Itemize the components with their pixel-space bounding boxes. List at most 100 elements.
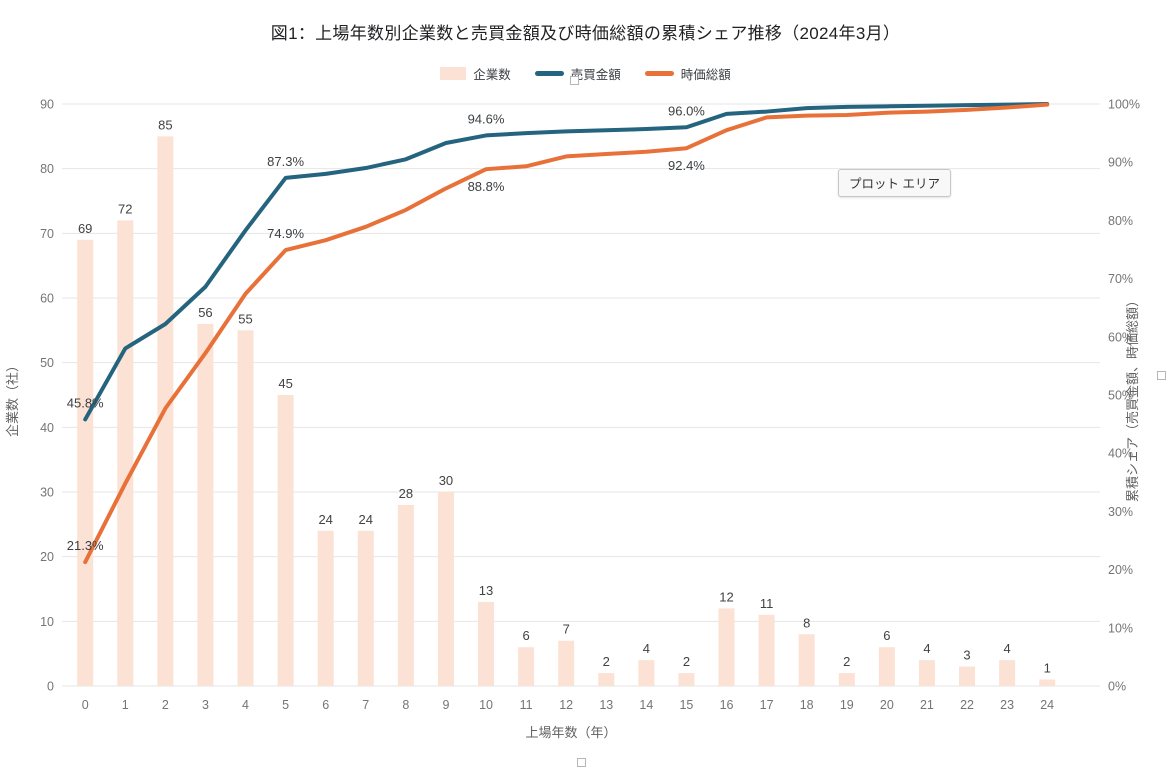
- bar-value-label: 4: [923, 641, 930, 656]
- bar-year-11[interactable]: [518, 647, 535, 686]
- left-axis-tick-label: 0: [47, 680, 54, 694]
- bar-value-label: 6: [883, 628, 890, 643]
- legend-item-売買金額[interactable]: 売買金額: [534, 64, 621, 83]
- x-axis-tick-label: 10: [479, 698, 493, 712]
- bar-value-label: 4: [1003, 641, 1010, 656]
- x-axis-tick-label: 19: [840, 698, 854, 712]
- bar-value-label: 24: [318, 512, 332, 527]
- bar-year-12[interactable]: [558, 640, 575, 686]
- right-axis-title: 累積シェア（売買金額、時価総額）: [1125, 294, 1140, 502]
- bar-year-0[interactable]: [77, 239, 94, 687]
- x-axis-tick-label: 23: [1000, 698, 1014, 712]
- bar-value-label: 72: [118, 201, 132, 216]
- left-axis-tick-label: 60: [40, 292, 54, 306]
- bar-year-20[interactable]: [878, 647, 895, 686]
- right-axis-tick-label: 80%: [1108, 214, 1133, 228]
- x-axis-tick-label: 7: [362, 698, 369, 712]
- bar-year-18[interactable]: [798, 634, 815, 686]
- bar-year-10[interactable]: [478, 601, 495, 686]
- bar-value-label: 7: [563, 622, 570, 637]
- x-axis-tick-label: 5: [282, 698, 289, 712]
- bar-year-8[interactable]: [397, 504, 414, 686]
- right-axis-tick-label: 100%: [1108, 98, 1140, 112]
- bar-value-label: 24: [359, 512, 373, 527]
- x-axis-tick-label: 21: [920, 698, 934, 712]
- bar-year-21[interactable]: [918, 660, 935, 686]
- right-axis-tick-label: 10%: [1108, 621, 1133, 635]
- bar-year-6[interactable]: [317, 530, 334, 686]
- bar-year-24[interactable]: [1039, 679, 1056, 686]
- chart-title: 図1：上場年数別企業数と売買金額及び時価総額の累積シェア推移（2024年3月）: [270, 24, 901, 43]
- bar-year-22[interactable]: [959, 666, 976, 686]
- bar-year-7[interactable]: [357, 530, 374, 686]
- x-axis-tick-label: 14: [639, 698, 653, 712]
- x-axis-tick-label: 15: [679, 698, 693, 712]
- right-axis-tick-label: 60%: [1108, 330, 1133, 344]
- x-axis-tick-label: 9: [442, 698, 449, 712]
- bar-value-label: 56: [198, 305, 212, 320]
- bar-year-4[interactable]: [237, 330, 254, 686]
- legend-label: 企業数: [473, 68, 511, 82]
- bar-value-label: 28: [399, 486, 413, 501]
- bar-value-label: 4: [643, 641, 650, 656]
- left-axis-tick-label: 30: [40, 486, 54, 500]
- right-axis-tick-label: 70%: [1108, 272, 1133, 286]
- bar-year-3[interactable]: [197, 323, 214, 686]
- bar-value-label: 45: [278, 376, 292, 391]
- plot-area-background[interactable]: [62, 104, 1100, 686]
- line-annotation: 45.8%: [67, 395, 104, 410]
- x-axis-tick-label: 11: [520, 698, 533, 712]
- bar-year-5[interactable]: [277, 395, 294, 686]
- cumulative-line-売買金額[interactable]: [83, 102, 1050, 422]
- legend-item-時価総額[interactable]: 時価総額: [644, 64, 731, 83]
- x-axis-tick-label: 13: [599, 698, 613, 712]
- bar-year-16[interactable]: [718, 608, 735, 686]
- resize-handle-top[interactable]: [570, 76, 579, 85]
- right-axis-tick-label: 0%: [1108, 680, 1126, 694]
- bar-value-label: 30: [439, 473, 453, 488]
- bar-year-13[interactable]: [598, 673, 615, 686]
- cumulative-line-時価総額[interactable]: [83, 102, 1050, 565]
- bar-year-1[interactable]: [117, 220, 134, 686]
- line-annotation: 87.3%: [267, 154, 304, 169]
- bar-value-label: 3: [963, 648, 970, 663]
- left-axis-tick-label: 70: [40, 227, 54, 241]
- x-axis-tick-label: 8: [402, 698, 409, 712]
- left-axis-tick-label: 10: [40, 615, 54, 629]
- legend-label: 売買金額: [570, 68, 621, 82]
- bar-value-label: 55: [238, 311, 252, 326]
- x-axis-tick-label: 1: [122, 698, 129, 712]
- legend-item-企業数[interactable]: 企業数: [440, 64, 511, 83]
- bar-year-23[interactable]: [999, 660, 1016, 686]
- bar-year-9[interactable]: [437, 492, 454, 686]
- x-axis-tick-label: 2: [162, 698, 169, 712]
- bar-year-19[interactable]: [838, 673, 855, 686]
- x-axis-tick-label: 3: [202, 698, 209, 712]
- bar-year-17[interactable]: [758, 614, 775, 686]
- left-axis-tick-label: 40: [40, 421, 54, 435]
- left-axis-tick-label: 90: [40, 98, 54, 112]
- legend: 企業数 売買金額 時価総額: [0, 64, 1171, 83]
- right-axis-tick-label: 50%: [1108, 389, 1133, 403]
- bar-value-label: 1: [1044, 661, 1051, 676]
- x-axis-tick-label: 20: [880, 698, 894, 712]
- x-axis-tick-label: 18: [800, 698, 814, 712]
- right-axis-tick-label: 40%: [1108, 447, 1133, 461]
- resize-handle-right[interactable]: [1157, 371, 1166, 380]
- line-annotation: 74.9%: [267, 226, 304, 241]
- right-axis-tick-label: 90%: [1108, 156, 1133, 170]
- bar-year-15[interactable]: [678, 673, 695, 686]
- left-axis-tick-label: 80: [40, 162, 54, 176]
- x-axis-tick-label: 12: [559, 698, 573, 712]
- x-axis-tick-label: 4: [242, 698, 249, 712]
- x-axis-tick-label: 16: [720, 698, 734, 712]
- resize-handle-bottom[interactable]: [577, 758, 586, 767]
- x-axis-title: 上場年数（年）: [525, 725, 616, 740]
- line-annotation: 92.4%: [668, 158, 705, 173]
- bar-year-14[interactable]: [638, 660, 655, 686]
- left-axis-tick-label: 20: [40, 550, 54, 564]
- x-axis-tick-label: 24: [1040, 698, 1054, 712]
- bar-value-label: 8: [803, 615, 810, 630]
- line-annotation: 88.8%: [468, 179, 505, 194]
